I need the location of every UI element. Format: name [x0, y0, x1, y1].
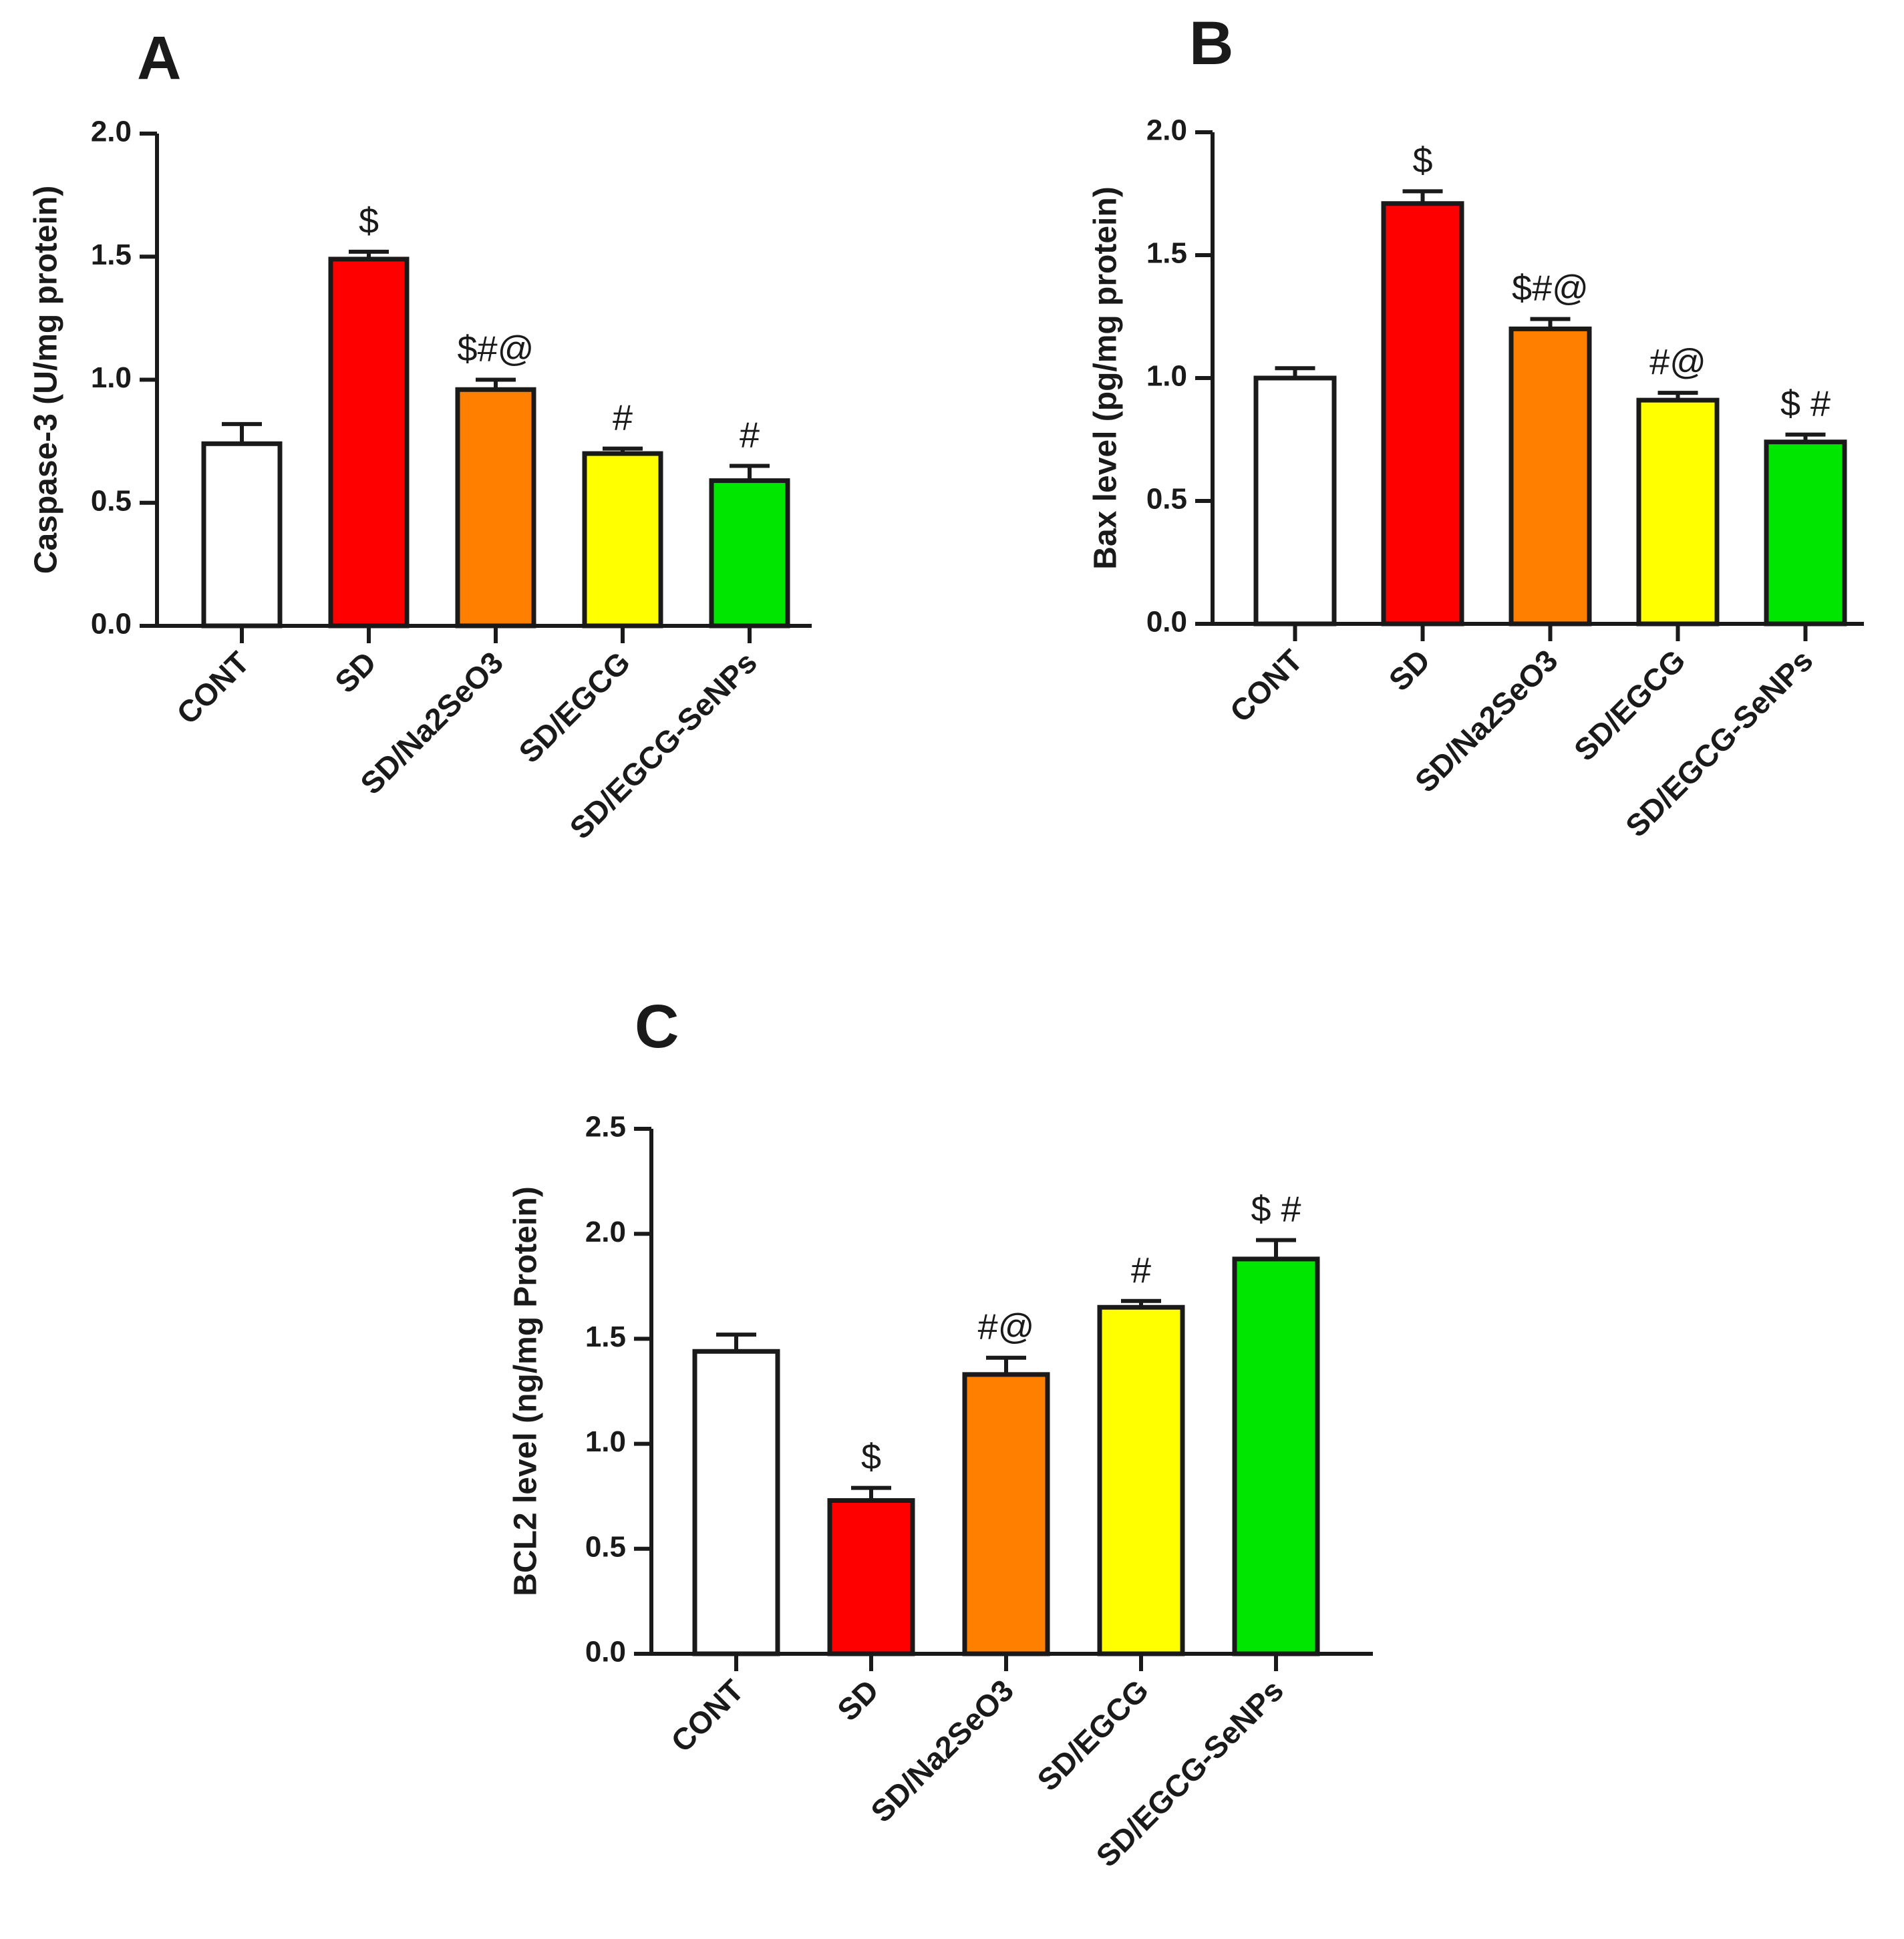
y-tick-label: 1.0	[585, 1425, 626, 1458]
bar-sd-egcg	[1097, 1304, 1185, 1656]
category-label: SD	[830, 1672, 885, 1727]
significance-label: #	[613, 398, 633, 438]
y-tick-label: 1.5	[91, 238, 132, 271]
bar-sd	[328, 256, 410, 629]
significance-label: $	[1412, 140, 1432, 180]
bar-sd-egcg-senps	[709, 478, 790, 629]
y-tick-label: 0.0	[585, 1636, 626, 1668]
y-tick-label: 1.5	[585, 1320, 626, 1353]
significance-label: #	[1131, 1250, 1151, 1290]
bar-sd-na2seo3	[1509, 326, 1592, 627]
y-tick-label: 0.5	[91, 484, 132, 517]
y-tick-label: 0.0	[1146, 606, 1187, 639]
bar-sd-na2seo3	[455, 387, 536, 629]
bar-sd-egcg-senps	[1764, 439, 1847, 627]
bar-sd	[827, 1497, 915, 1656]
significance-label: $ #	[1251, 1190, 1301, 1230]
significance-label: $#@	[458, 329, 534, 369]
category-label: SD/EGCG	[1030, 1672, 1155, 1797]
bar-sd-egcg	[582, 451, 663, 629]
chart-panel-a: A Caspase-3 (U/mg protein) 0.0 0.5 1.0 1.5 2.0…	[29, 24, 812, 846]
y-tick-label: 0.5	[585, 1530, 626, 1563]
y-tick-label: 2.0	[1146, 114, 1187, 147]
chart-panel-b: B Bax level (pg/mg protein) 0.0 0.5 1.0 1.5 2.…	[1088, 9, 1864, 844]
y-tick-label: 1.5	[1146, 237, 1187, 270]
panel-letter: C	[635, 993, 679, 1061]
bar-sd-na2seo3	[962, 1372, 1050, 1656]
significance-label: $	[359, 201, 379, 241]
y-axis-title: BCL2 level (ng/mg Protein)	[508, 1186, 544, 1596]
panel-letter: A	[137, 24, 181, 92]
significance-label: $ #	[1780, 384, 1831, 424]
category-label: CONT	[170, 645, 256, 731]
chart-panel-c: C BCL2 level (ng/mg Protein) 0.0 0.5 1.0 1.5 2…	[508, 993, 1373, 1874]
y-tick-label: 1.0	[1146, 360, 1187, 393]
bar-sd-egcg-senps	[1232, 1256, 1320, 1656]
category-label: CONT	[664, 1672, 750, 1759]
significance-label: #@	[1649, 342, 1706, 382]
y-axis-title: Caspase-3 (U/mg protein)	[29, 186, 64, 574]
category-label: SD/EGCG	[1567, 643, 1692, 767]
bar-sd-egcg	[1636, 397, 1720, 627]
category-label: SD	[1382, 643, 1437, 697]
bar-cont	[692, 1349, 780, 1656]
significance-label: #@	[978, 1307, 1035, 1347]
category-label: SD/Na2SeO3	[864, 1672, 1020, 1829]
bar-sd	[1381, 201, 1464, 627]
significance-label: $	[861, 1437, 881, 1477]
significance-label: #	[740, 415, 760, 455]
panel-letter: B	[1189, 9, 1233, 77]
category-label: CONT	[1223, 643, 1309, 729]
y-tick-label: 1.0	[91, 361, 132, 394]
y-tick-label: 0.0	[91, 608, 132, 641]
significance-label: $#@	[1512, 269, 1589, 309]
y-tick-label: 2.0	[585, 1216, 626, 1248]
y-tick-label: 0.5	[1146, 483, 1187, 516]
category-label: SD/EGCG	[512, 645, 637, 769]
y-tick-label: 2.5	[585, 1111, 626, 1143]
category-label: SD	[328, 645, 383, 699]
y-axis-title: Bax level (pg/mg protein)	[1088, 186, 1124, 569]
y-tick-label: 2.0	[91, 116, 132, 148]
bar-cont	[1253, 375, 1337, 627]
bar-cont	[201, 441, 283, 629]
